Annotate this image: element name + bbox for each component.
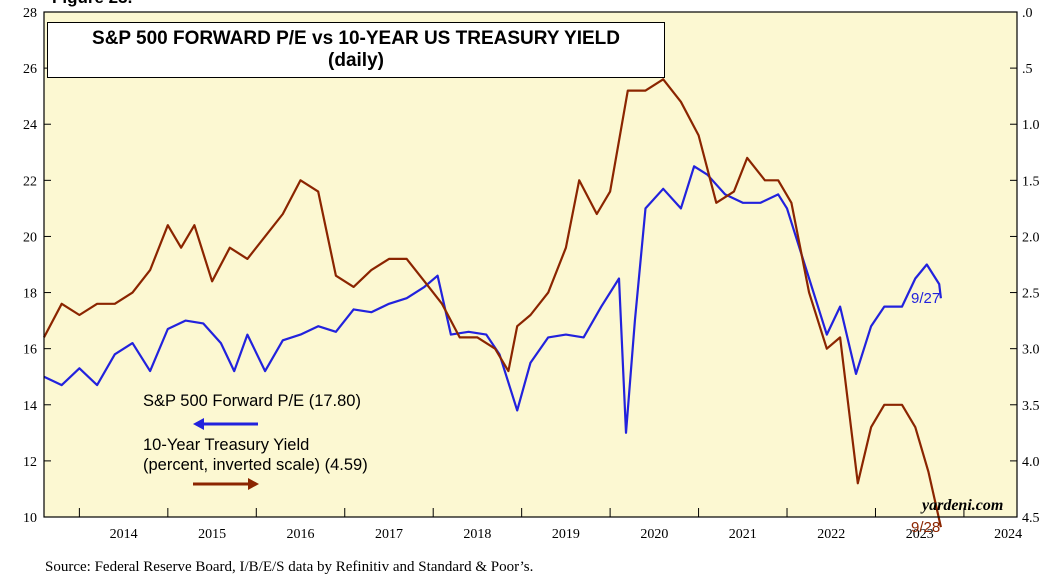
right-axis-tick-label: 4.0 <box>1022 455 1040 470</box>
left-axis-tick-label: 28 <box>23 6 37 21</box>
x-axis-tick-label: 2020 <box>640 527 668 542</box>
x-axis-tick-label: 2022 <box>817 527 845 542</box>
left-axis-tick-label: 26 <box>23 62 37 77</box>
right-axis-tick-label: 3.0 <box>1022 343 1040 358</box>
right-axis-tick-label: .5 <box>1022 62 1033 77</box>
plot-frame <box>43 11 1018 518</box>
x-axis-tick-label: 2019 <box>552 527 580 542</box>
left-axis-tick-label: 18 <box>23 287 37 302</box>
right-axis-tick-label: .0 <box>1022 6 1033 21</box>
right-axis-tick-label: 2.5 <box>1022 287 1040 302</box>
left-axis-tick-label: 16 <box>23 343 37 358</box>
end-label-pe: 9/27 <box>911 290 941 307</box>
legend-pe-label: S&P 500 Forward P/E (17.80) <box>143 392 361 410</box>
legend-pe-arrow-head <box>193 418 204 430</box>
source-note: Source: Federal Reserve Board, I/B/E/S d… <box>45 559 534 575</box>
left-axis-tick-label: 14 <box>23 399 37 414</box>
end-label-yield: 9/28 <box>911 519 941 536</box>
x-axis-tick-label: 2024 <box>994 527 1022 542</box>
series-line-pe <box>43 165 942 434</box>
series-line-yield <box>43 78 942 528</box>
legend-yield-arrow-head <box>248 478 259 490</box>
right-axis-tick-label: 1.5 <box>1022 174 1040 189</box>
chart-title: S&P 500 FORWARD P/E vs 10-YEAR US TREASU… <box>92 28 620 49</box>
legend-yield-label-line1: 10-Year Treasury Yield <box>143 436 310 454</box>
legend-yield-label-line2: (percent, inverted scale) (4.59) <box>143 456 368 474</box>
left-axis-tick-label: 10 <box>23 511 37 526</box>
left-axis-tick-label: 12 <box>23 455 37 470</box>
right-axis-tick-label: 1.0 <box>1022 118 1040 133</box>
left-axis-tick-label: 22 <box>23 174 37 189</box>
left-axis-tick-label: 24 <box>23 118 37 133</box>
figure-label: Figure 23. <box>52 0 132 8</box>
right-axis-tick-label: 4.5 <box>1022 511 1040 526</box>
right-axis-tick-label: 2.0 <box>1022 230 1040 245</box>
branding-watermark: yardeni.com <box>922 497 1004 514</box>
left-axis-tick-label: 20 <box>23 230 37 245</box>
x-axis-tick-label: 2021 <box>729 527 757 542</box>
x-axis-tick-label: 2018 <box>463 527 491 542</box>
x-axis-tick-label: 2017 <box>375 527 403 542</box>
x-axis-tick-label: 2016 <box>287 527 315 542</box>
right-axis-tick-label: 3.5 <box>1022 399 1040 414</box>
x-axis-tick-label: 2014 <box>110 527 138 542</box>
chart-title-box: S&P 500 FORWARD P/E vs 10-YEAR US TREASU… <box>47 22 665 78</box>
x-axis-tick-label: 2015 <box>198 527 226 542</box>
x-axis-tick-label: 2023 <box>906 527 934 542</box>
chart-subtitle: (daily) <box>328 50 384 71</box>
